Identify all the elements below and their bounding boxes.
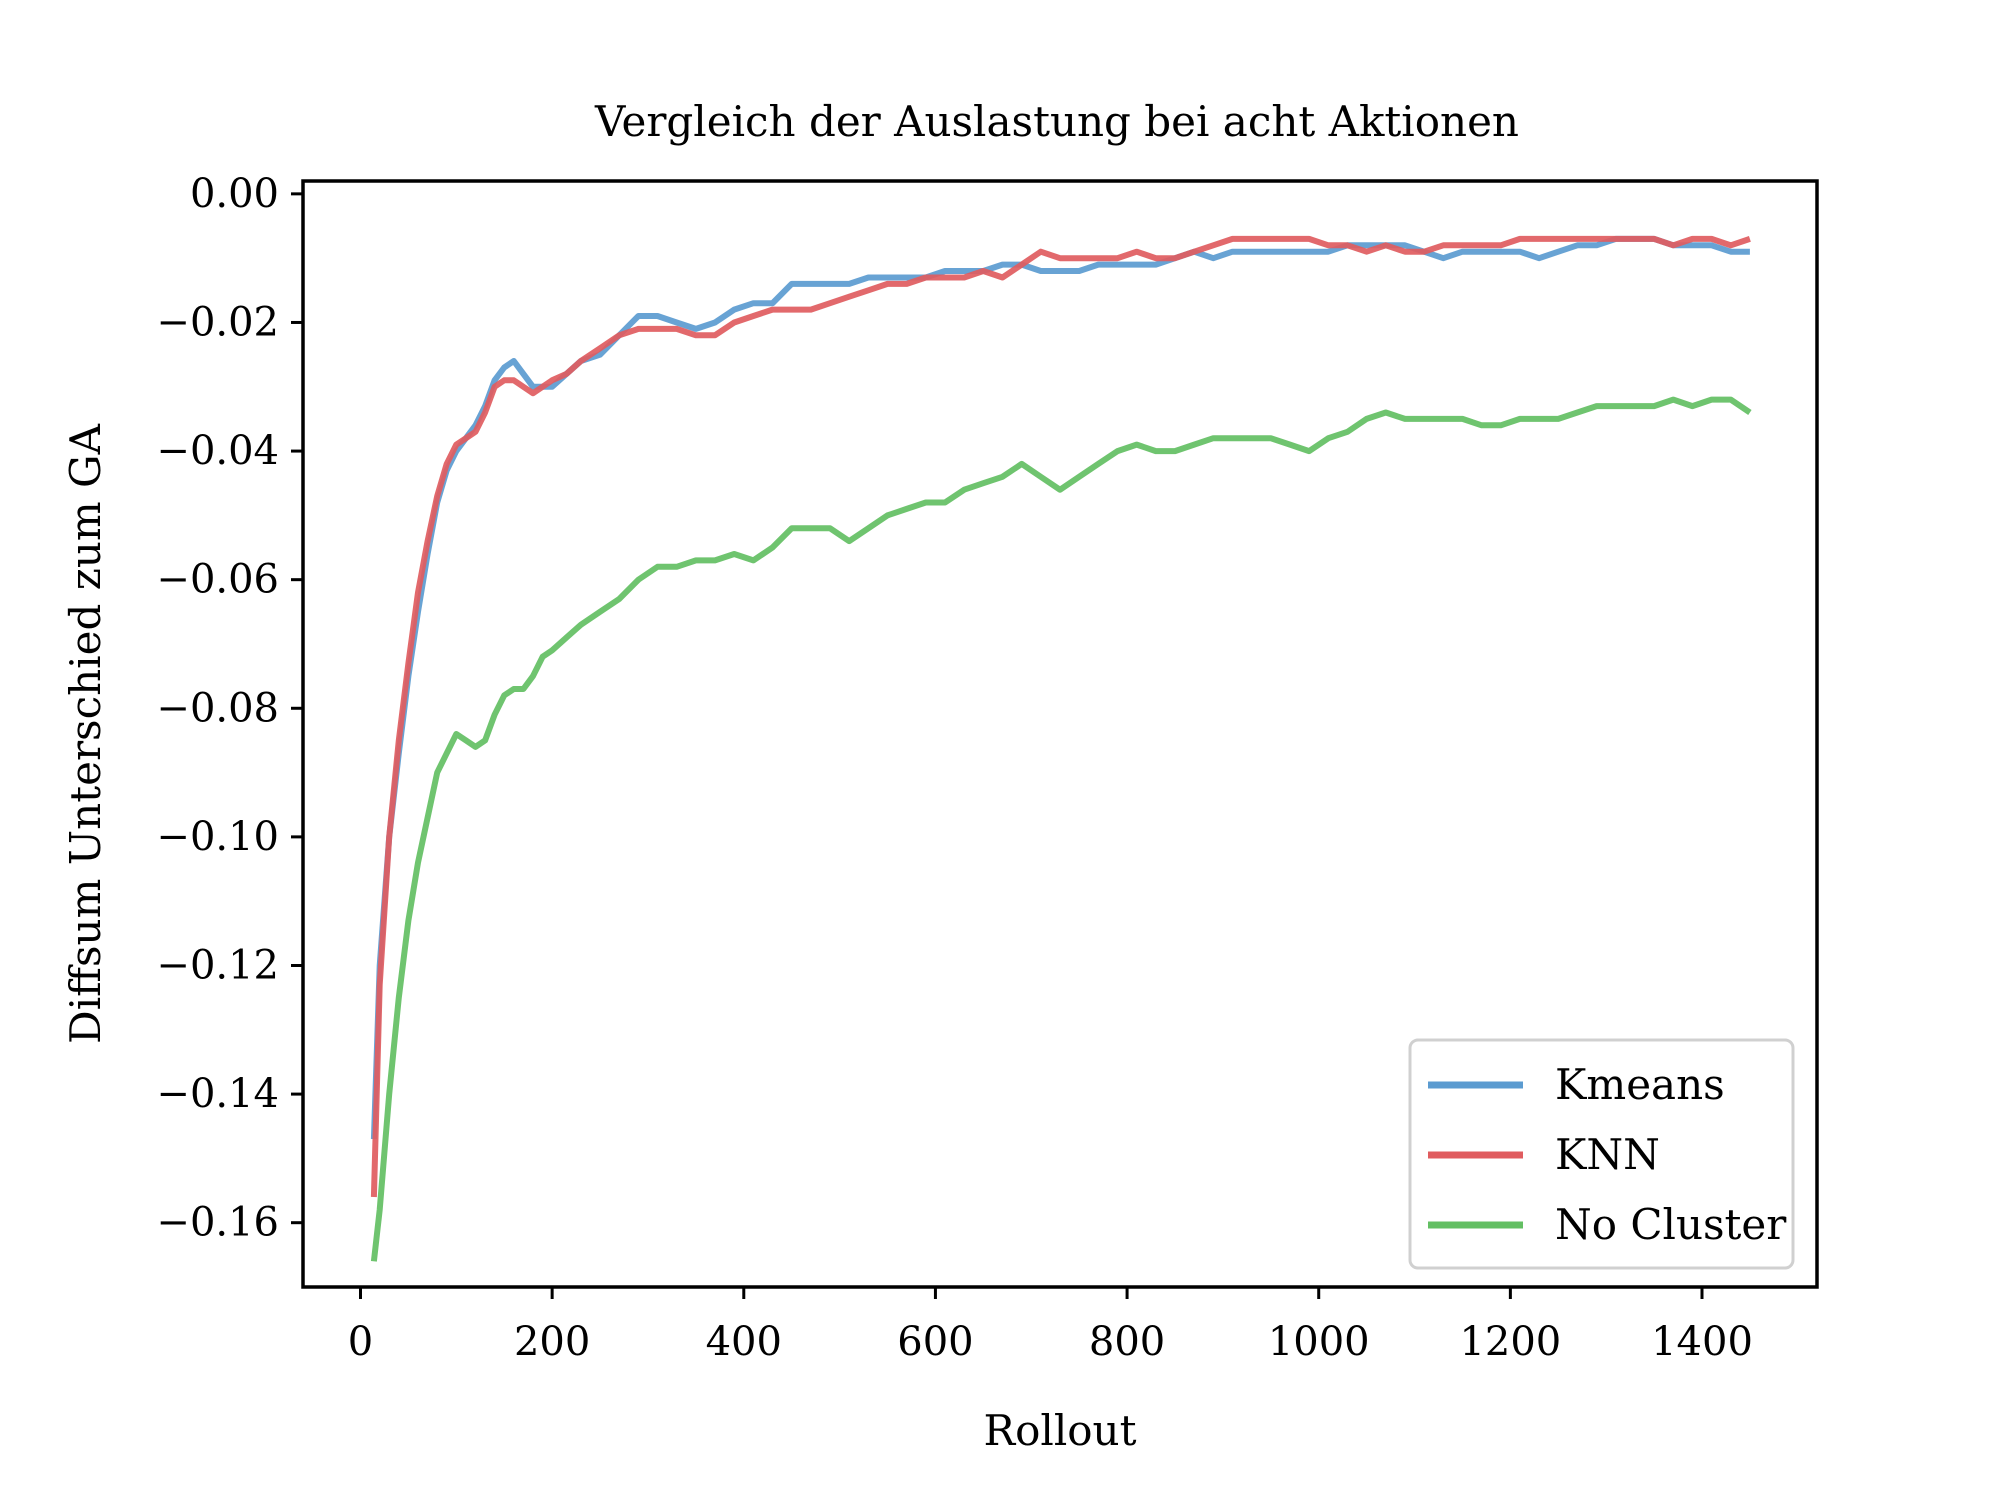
plot-area	[370, 235, 1752, 1262]
y-tick-label: −0.10	[156, 814, 279, 860]
y-tick-label: −0.12	[156, 942, 279, 988]
legend-label: KNN	[1555, 1130, 1660, 1179]
y-tick-label: 0.00	[190, 171, 279, 217]
x-axis: 0 200 400 600 800 1000 1200 1400	[348, 1287, 1753, 1365]
y-tick-label: −0.02	[156, 299, 279, 345]
y-axis: 0.00 −0.02 −0.04 −0.06 −0.08 −0.10 −0.12 −0.14 −…	[156, 171, 303, 1246]
x-tick-label: 400	[706, 1319, 782, 1365]
plot-frame	[301, 179, 1819, 1289]
x-tick-label: 1200	[1459, 1319, 1561, 1365]
legend: Kmeans KNN No Cluster	[1408, 1038, 1795, 1270]
y-tick-label: −0.04	[156, 428, 279, 474]
y-tick-label: −0.06	[156, 557, 279, 603]
y-axis-title: Diffsum Unterschied zum GA	[61, 423, 110, 1044]
chart-title: Vergleich der Auslastung bei acht Aktion…	[594, 97, 1519, 146]
series-line-no-cluster	[370, 396, 1752, 1262]
legend-box	[1408, 1038, 1795, 1270]
x-tick-label: 800	[1089, 1319, 1165, 1365]
y-tick-label: −0.08	[156, 685, 279, 731]
x-tick-label: 600	[897, 1319, 973, 1365]
legend-label: No Cluster	[1555, 1200, 1787, 1249]
series-line-knn	[370, 235, 1751, 1198]
x-axis-title: Rollout	[984, 1406, 1137, 1455]
x-tick-label: 0	[348, 1319, 373, 1365]
series-line-kmeans	[370, 235, 1750, 1140]
y-tick-label: −0.14	[156, 1071, 279, 1117]
legend-label: Kmeans	[1555, 1060, 1725, 1109]
y-tick-label: −0.16	[156, 1200, 279, 1246]
x-tick-label: 200	[514, 1319, 590, 1365]
x-tick-label: 1000	[1268, 1319, 1370, 1365]
x-tick-label: 1400	[1651, 1319, 1753, 1365]
